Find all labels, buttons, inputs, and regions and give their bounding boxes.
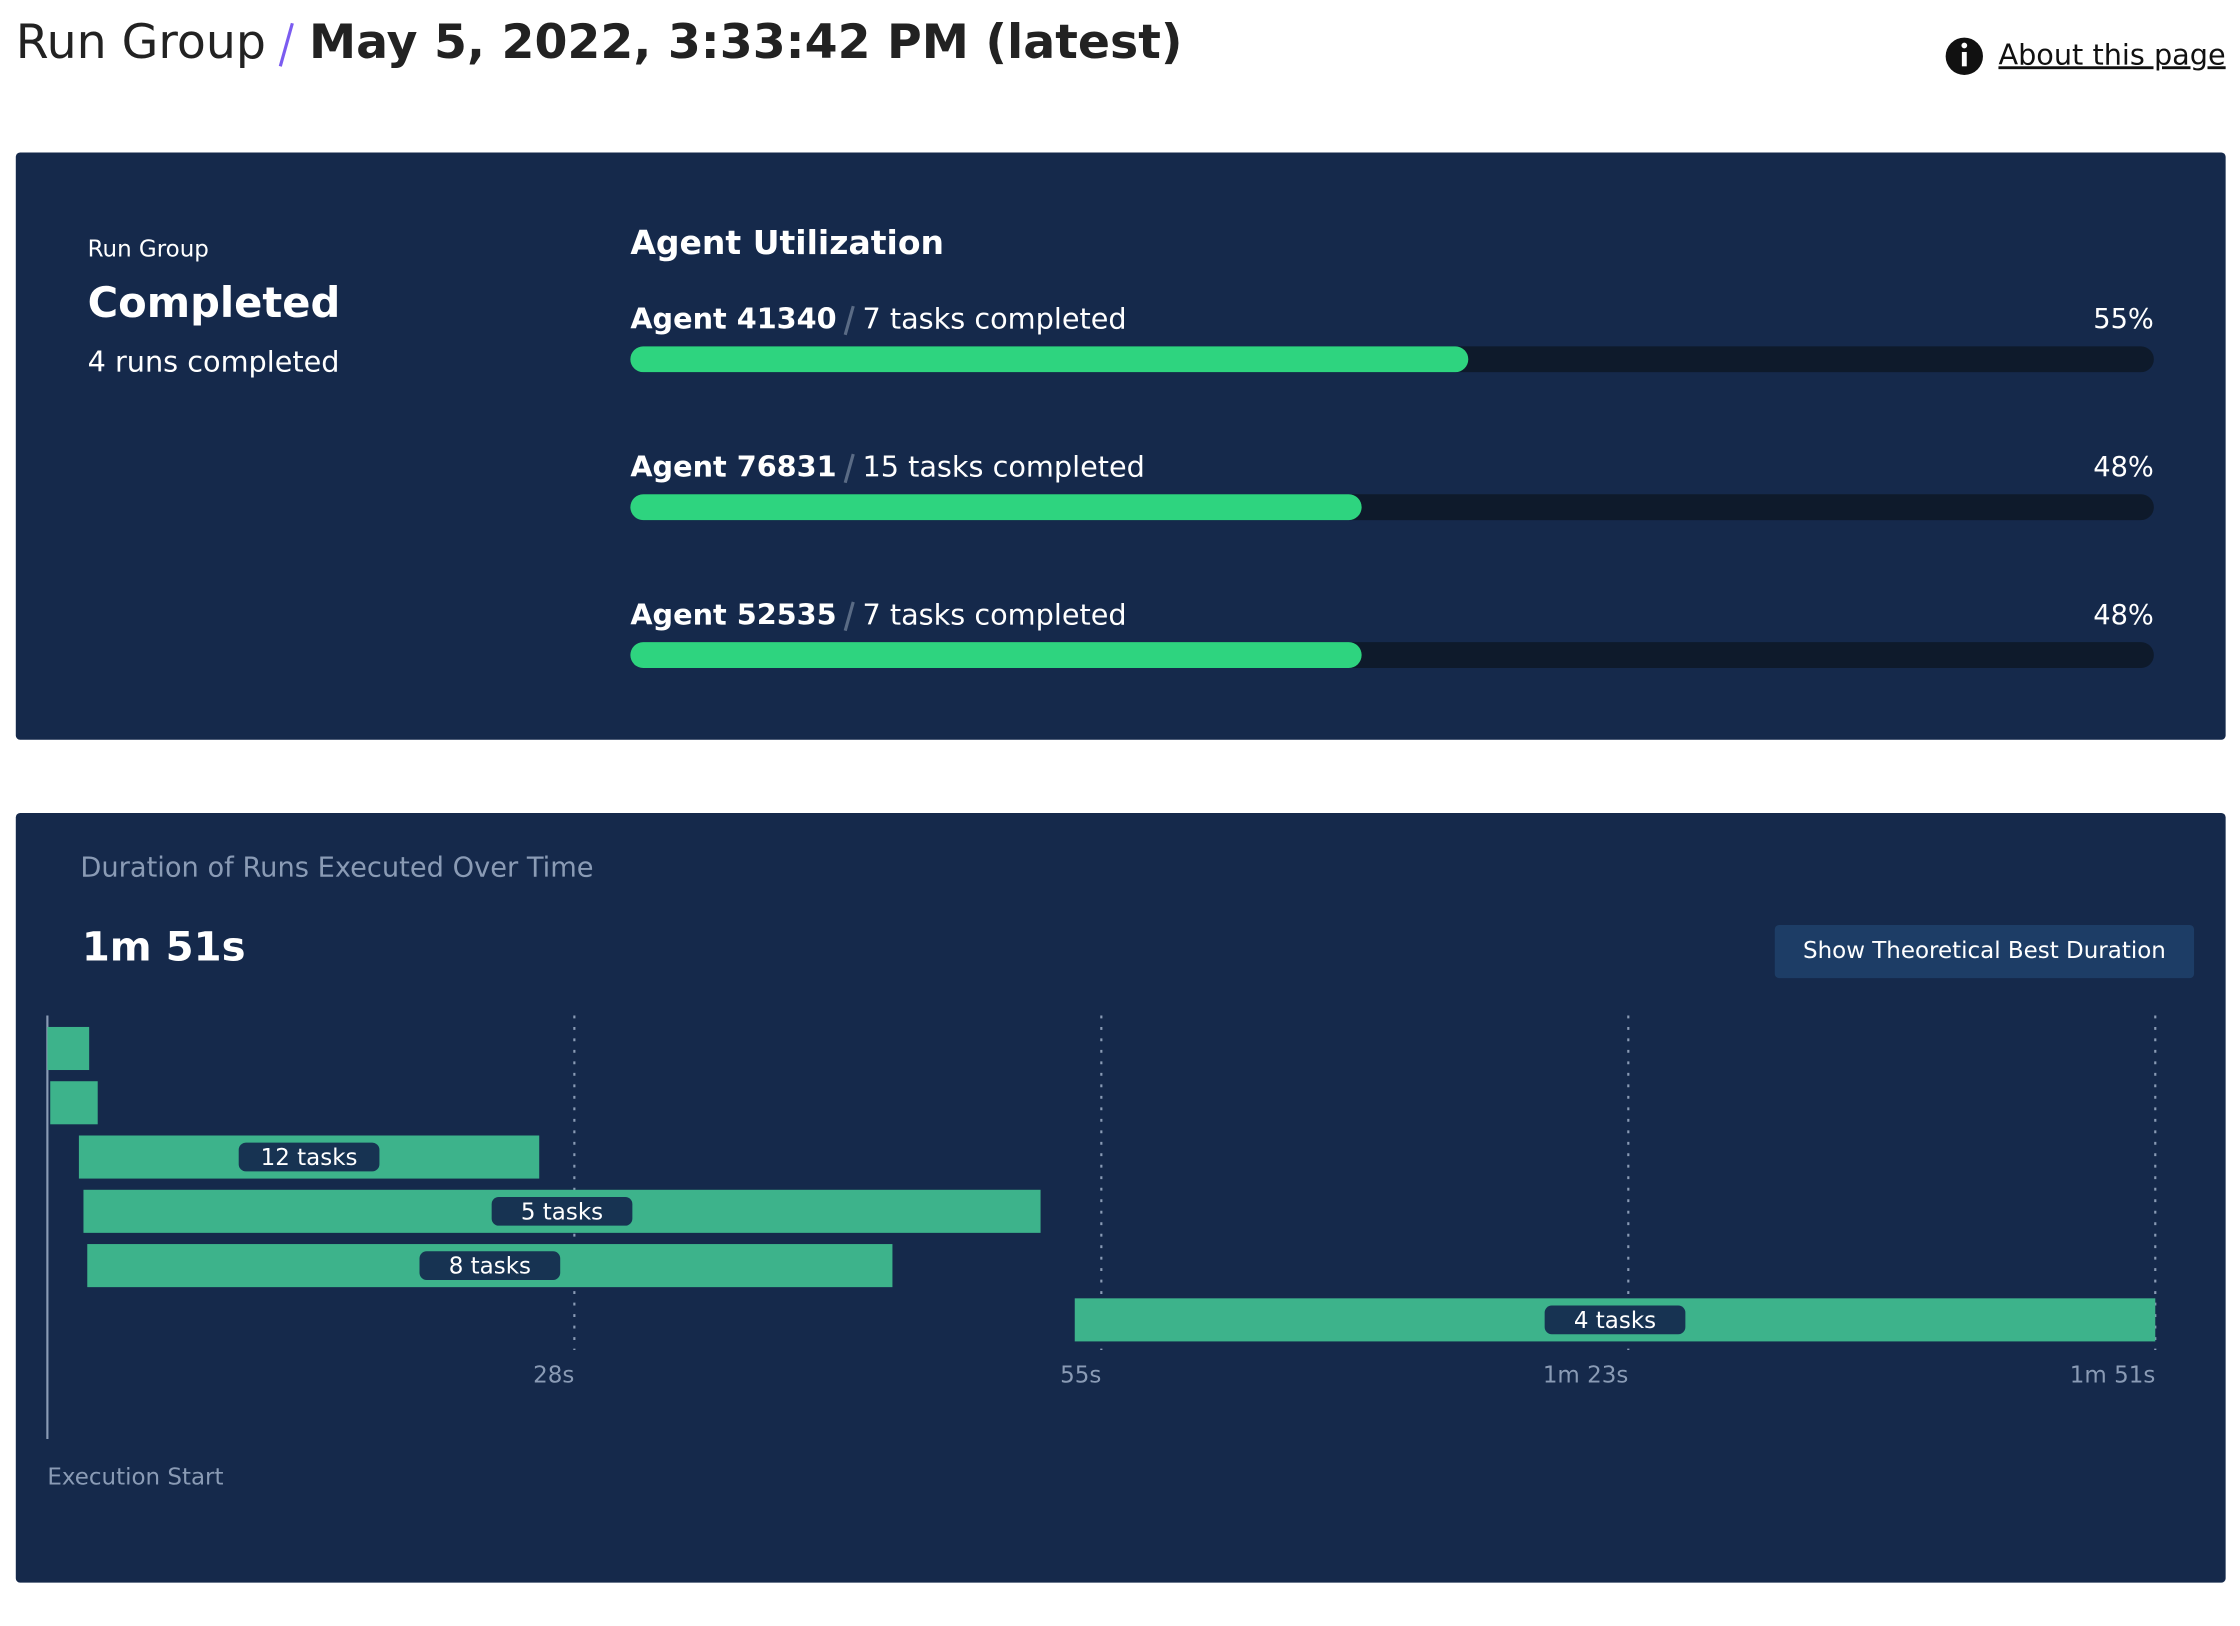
agent-name: Agent 52535 <box>630 597 836 631</box>
run-bar <box>50 1081 98 1125</box>
utilization-bar <box>630 494 1362 521</box>
summary-panel <box>15 152 2226 740</box>
best-duration-button[interactable] <box>1774 925 2195 979</box>
separator <box>843 305 855 336</box>
run-label-pill <box>419 1251 561 1280</box>
run-label: 12 tasks <box>261 1145 358 1171</box>
agent-tasks: 7 tasks completed <box>862 597 1126 631</box>
run-label: 4 tasks <box>1574 1308 1656 1334</box>
utilization-bar <box>630 346 1469 373</box>
agent-tasks: 7 tasks completed <box>862 301 1126 335</box>
separator <box>278 22 294 67</box>
agent-name: Agent 41340 <box>630 301 836 335</box>
summary-label: Run Group <box>88 237 209 263</box>
separator <box>843 601 855 632</box>
info-icon-stem <box>1961 51 1967 67</box>
run-label-pill <box>1544 1305 1686 1335</box>
page-title: Run Group <box>16 15 266 70</box>
run-label: 8 tasks <box>449 1254 531 1280</box>
run-label: 5 tasks <box>521 1199 603 1225</box>
chart-title: Duration of Runs Executed Over Time <box>80 853 593 884</box>
utilization-title: Agent Utilization <box>630 223 944 262</box>
x-tick-label: 55s <box>1060 1362 1101 1388</box>
agent-percent: 48% <box>2093 452 2154 483</box>
x-tick-label: 28s <box>533 1362 574 1388</box>
agent-percent: 48% <box>2093 600 2154 631</box>
x-tick-label: 1m 23s <box>1543 1362 1628 1388</box>
about-link[interactable]: About this page <box>1998 37 2225 71</box>
summary-detail: 4 runs completed <box>88 345 340 379</box>
agent-tasks: 15 tasks completed <box>862 449 1144 483</box>
agent-name: Agent 76831 <box>630 449 836 483</box>
utilization-bar <box>630 642 1362 668</box>
summary-status: Completed <box>88 278 341 327</box>
page-subtitle: May 5, 2022, 3:33:42 PM (latest) <box>309 15 1183 70</box>
total-duration: 1m 51s <box>82 924 246 970</box>
chart-panel <box>15 813 2226 1583</box>
separator <box>843 453 855 484</box>
info-icon-dot <box>1961 42 1968 49</box>
run-label-pill <box>238 1142 380 1172</box>
agent-percent: 55% <box>2093 304 2154 335</box>
run-bar <box>47 1026 90 1071</box>
start-annotation: Execution Start <box>47 1464 223 1490</box>
run-label-pill <box>491 1196 633 1226</box>
x-tick-label: 1m 51s <box>2070 1362 2155 1388</box>
best-duration-button-label[interactable]: Show Theoretical Best Duration <box>1803 938 2166 964</box>
